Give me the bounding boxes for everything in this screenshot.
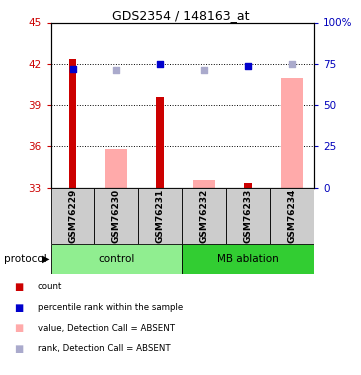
Bar [95,188,138,244]
Text: percentile rank within the sample: percentile rank within the sample [38,303,183,312]
Bar [182,188,226,244]
Bar [156,98,164,188]
Text: ■: ■ [14,303,24,312]
Point [289,62,295,68]
Point [201,67,207,73]
Text: count: count [38,282,62,291]
Text: GSM76232: GSM76232 [200,189,209,243]
Text: ■: ■ [14,323,24,333]
Text: protocol: protocol [4,254,46,264]
Point [70,66,75,72]
Text: control: control [98,254,135,264]
Point [113,67,119,73]
Point [157,62,163,68]
Bar [226,188,270,244]
Text: GSM76230: GSM76230 [112,189,121,243]
Text: GDS2354 / 148163_at: GDS2354 / 148163_at [112,9,249,22]
Bar [281,78,303,188]
Bar [138,188,182,244]
Text: ■: ■ [14,344,24,354]
Bar [270,188,314,244]
Text: ▶: ▶ [42,254,49,264]
Text: GSM76229: GSM76229 [68,188,77,243]
Text: GSM76234: GSM76234 [288,188,297,243]
Bar [51,244,182,274]
Text: ■: ■ [14,282,24,292]
Text: GSM76231: GSM76231 [156,189,165,243]
Bar [244,183,252,188]
Bar [193,180,215,188]
Bar [51,188,95,244]
Text: GSM76233: GSM76233 [244,189,253,243]
Text: MB ablation: MB ablation [217,254,279,264]
Text: value, Detection Call = ABSENT: value, Detection Call = ABSENT [38,324,175,333]
Bar [105,149,127,188]
Bar [69,59,77,188]
Text: rank, Detection Call = ABSENT: rank, Detection Call = ABSENT [38,344,170,353]
Point [245,63,251,69]
Bar [182,244,314,274]
